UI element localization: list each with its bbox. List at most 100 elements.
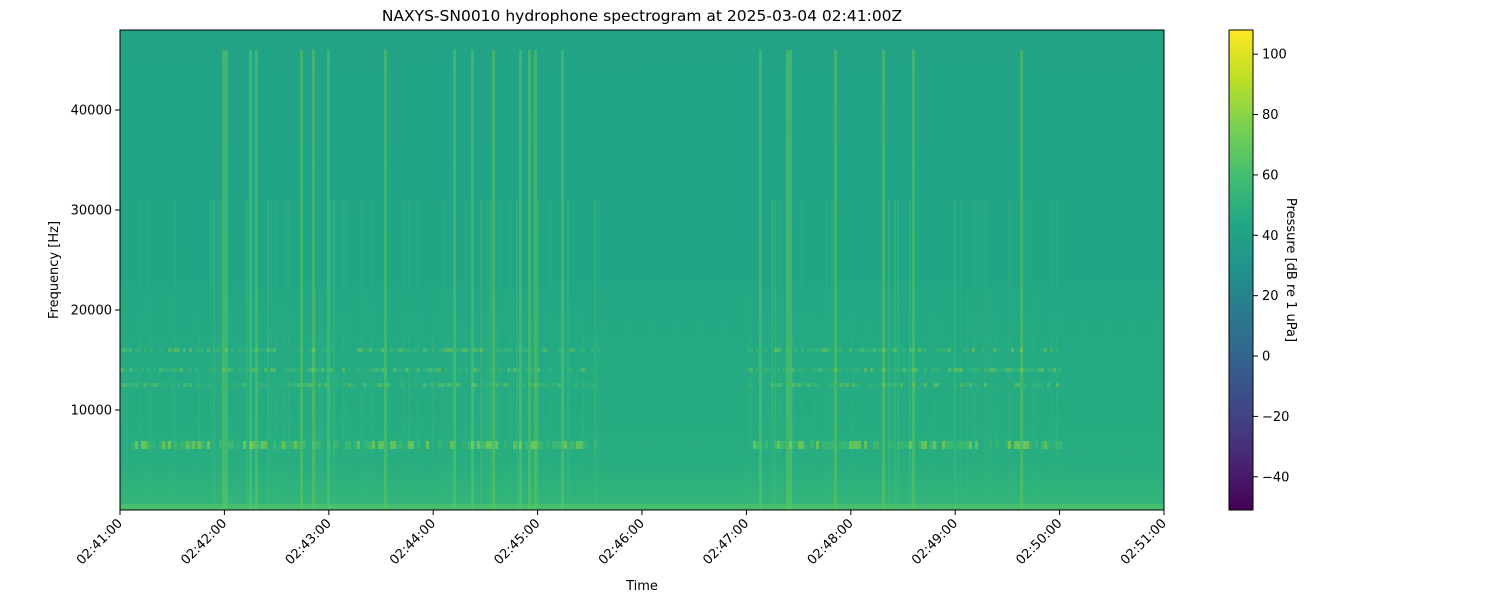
tonal-band-cell — [168, 441, 171, 449]
tonal-band-cell — [285, 383, 288, 387]
tonal-band-cell — [780, 348, 783, 352]
tonal-band-cell — [516, 383, 519, 387]
spectrogram-column — [435, 290, 438, 510]
spectrogram-column — [576, 290, 579, 510]
tonal-band-cell — [222, 348, 225, 352]
tonal-band-cell — [885, 348, 888, 352]
spectrogram-column — [240, 290, 243, 510]
tonal-band-cell — [390, 348, 393, 352]
spectrogram-column — [180, 290, 183, 510]
tonal-band-cell — [180, 368, 183, 372]
spectrogram-column — [306, 290, 309, 510]
spectrogram-column — [237, 290, 240, 510]
spectrogram-column — [945, 290, 948, 510]
tonal-band-cell — [438, 383, 441, 387]
tonal-band-cell — [513, 368, 516, 372]
tonal-band-cell — [819, 348, 822, 352]
spectrogram-column — [861, 290, 864, 510]
spectrogram-column — [561, 50, 564, 510]
spectrogram-column — [948, 290, 951, 510]
spectrogram-column — [858, 290, 861, 510]
tonal-band-cell — [486, 348, 489, 352]
tonal-band-cell — [291, 368, 294, 372]
tonal-band-cell — [912, 383, 915, 387]
tonal-band-cell — [264, 348, 267, 352]
tonal-band-cell — [825, 348, 828, 352]
tonal-band-cell — [900, 348, 903, 352]
spectrogram-column — [804, 290, 807, 510]
spectrogram-column — [975, 200, 978, 510]
tonal-band-cell — [582, 441, 585, 449]
spectrogram-column — [1155, 290, 1158, 510]
tonal-band-cell — [396, 441, 399, 449]
spectrogram-column — [1002, 290, 1005, 510]
tonal-band-cell — [840, 368, 843, 372]
tonal-band-cell — [393, 441, 396, 449]
spectrogram-column — [648, 290, 651, 510]
spectrogram-column — [1134, 290, 1137, 510]
spectrogram-column — [135, 290, 138, 510]
y-tick-label: 40000 — [71, 104, 112, 119]
tonal-band-cell — [777, 368, 780, 372]
tonal-band-cell — [555, 383, 558, 387]
tonal-band-cell — [324, 383, 327, 387]
tonal-band-cell — [765, 348, 768, 352]
tonal-band-cell — [504, 348, 507, 352]
spectrogram-column — [594, 200, 597, 510]
tonal-band-cell — [780, 441, 783, 449]
tonal-band-cell — [903, 441, 906, 449]
spectrogram-column — [636, 290, 639, 510]
spectrogram-column — [522, 290, 525, 510]
spectrogram-column — [981, 290, 984, 510]
tonal-band-cell — [486, 368, 489, 372]
tonal-band-cell — [858, 383, 861, 387]
tonal-band-cell — [450, 441, 453, 449]
tonal-band-cell — [519, 383, 522, 387]
tonal-band-cell — [936, 383, 939, 387]
tonal-band-cell — [333, 441, 336, 449]
spectrogram-column — [252, 290, 255, 510]
tonal-band-cell — [174, 368, 177, 372]
tonal-band-cell — [132, 383, 135, 387]
tonal-band-cell — [237, 368, 240, 372]
spectrogram-column — [1113, 290, 1116, 510]
tonal-band-cell — [921, 441, 924, 449]
tonal-band-cell — [501, 383, 504, 387]
tonal-band-cell — [801, 441, 804, 449]
tonal-band-cell — [408, 441, 411, 449]
tonal-band-cell — [987, 368, 990, 372]
tonal-band-cell — [300, 441, 303, 449]
tonal-band-cell — [246, 368, 249, 372]
tonal-band-cell — [417, 368, 420, 372]
tonal-band-cell — [834, 368, 837, 372]
tonal-band-cell — [264, 383, 267, 387]
tonal-band-cell — [258, 383, 261, 387]
tonal-band-cell — [846, 441, 849, 449]
spectrogram-column — [789, 50, 792, 510]
spectrogram-column — [399, 290, 402, 510]
tonal-band-cell — [495, 383, 498, 387]
tonal-band-cell — [969, 441, 972, 449]
spectrogram-column — [987, 200, 990, 510]
tonal-band-cell — [1056, 348, 1059, 352]
x-tick-label: 02:42:00 — [178, 516, 230, 568]
tonal-band-cell — [792, 368, 795, 372]
tonal-band-cell — [414, 348, 417, 352]
spectrogram-column — [894, 200, 897, 510]
tonal-band-cell — [312, 441, 315, 449]
tonal-band-cell — [492, 368, 495, 372]
spectrogram-column — [123, 290, 126, 510]
tonal-band-cell — [159, 348, 162, 352]
spectrogram-column — [1095, 290, 1098, 510]
tonal-band-cell — [930, 441, 933, 449]
tonal-band-cell — [819, 368, 822, 372]
tonal-band-cell — [795, 441, 798, 449]
tonal-band-cell — [315, 441, 318, 449]
tonal-band-cell — [315, 368, 318, 372]
spectrogram-column — [549, 200, 552, 510]
spectrogram-column — [822, 290, 825, 510]
tonal-band-cell — [825, 441, 828, 449]
tonal-band-cell — [810, 368, 813, 372]
tonal-band-cell — [219, 348, 222, 352]
tonal-band-cell — [231, 441, 234, 449]
